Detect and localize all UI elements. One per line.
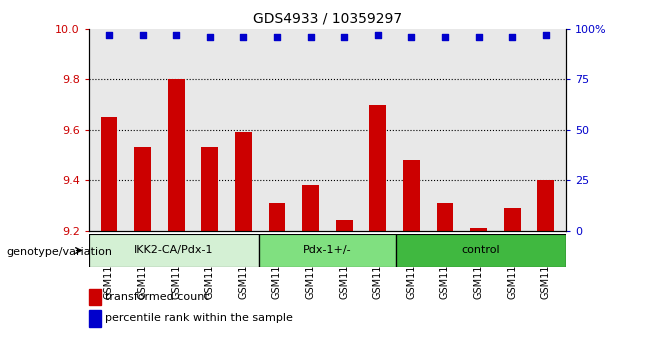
Bar — [134, 147, 151, 231]
Point — [540, 32, 551, 38]
FancyBboxPatch shape — [395, 234, 566, 267]
Bar — [201, 147, 218, 231]
Bar — [101, 117, 117, 231]
FancyBboxPatch shape — [259, 234, 395, 267]
Bar — [235, 132, 252, 231]
Point — [339, 34, 349, 40]
Bar — [268, 203, 286, 231]
Text: Pdx-1+/-: Pdx-1+/- — [303, 245, 351, 256]
Point — [272, 34, 282, 40]
Bar — [436, 203, 453, 231]
Title: GDS4933 / 10359297: GDS4933 / 10359297 — [253, 11, 402, 25]
Bar — [470, 228, 487, 231]
Bar — [504, 208, 520, 231]
Point — [171, 32, 182, 38]
Text: IKK2-CA/Pdx-1: IKK2-CA/Pdx-1 — [134, 245, 214, 256]
Point — [205, 34, 215, 40]
Point — [473, 34, 484, 40]
Point — [372, 32, 383, 38]
Point — [138, 32, 148, 38]
Text: transformed count: transformed count — [105, 291, 209, 302]
Bar — [302, 185, 319, 231]
Point — [440, 34, 450, 40]
Text: genotype/variation: genotype/variation — [7, 247, 113, 257]
Point — [507, 34, 517, 40]
Bar — [538, 180, 554, 231]
Point — [406, 34, 417, 40]
Bar — [336, 220, 353, 231]
Text: control: control — [461, 245, 500, 256]
Text: percentile rank within the sample: percentile rank within the sample — [105, 313, 293, 323]
Bar — [168, 79, 185, 231]
Point — [104, 32, 114, 38]
Bar — [369, 105, 386, 231]
FancyBboxPatch shape — [89, 234, 259, 267]
Bar — [403, 160, 420, 231]
Point — [238, 34, 249, 40]
Point — [305, 34, 316, 40]
